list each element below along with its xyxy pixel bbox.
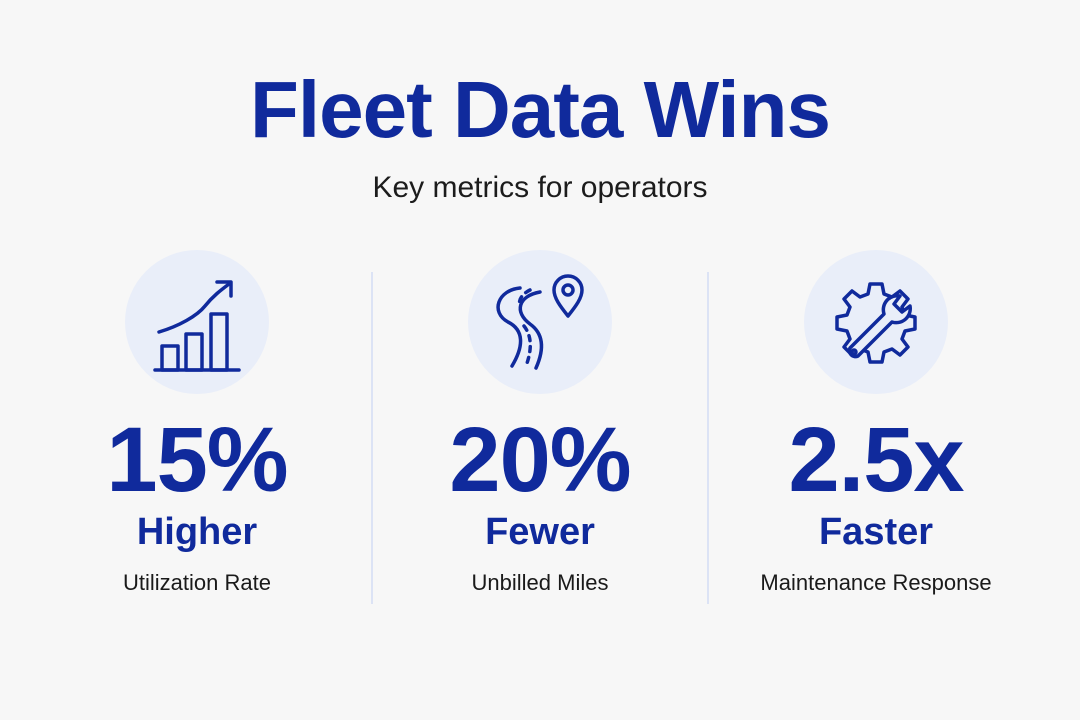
column-divider-1: [371, 272, 373, 604]
metric-maintenance: 2.5x Faster Maintenance Response: [711, 250, 1041, 610]
metric-label: Unbilled Miles: [471, 570, 609, 595]
growth-chart-icon: [153, 280, 241, 372]
metric-value: 2.5x: [788, 409, 964, 511]
icon-circle: [125, 250, 269, 394]
column-divider-2: [707, 272, 709, 604]
page-subtitle: Key metrics for operators: [372, 171, 708, 204]
metric-label: Maintenance Response: [760, 570, 992, 595]
metric-unbilled-miles: 20% Fewer Unbilled Miles: [375, 250, 705, 610]
page-title: Fleet Data Wins: [250, 65, 831, 154]
metric-value: 15%: [106, 409, 288, 511]
gear-wrench-icon: [835, 282, 917, 364]
metric-value: 20%: [449, 409, 631, 511]
metric-utilization: 15% Higher Utilization Rate: [32, 250, 362, 610]
metric-qualifier: Higher: [136, 511, 258, 553]
metric-qualifier: Faster: [818, 511, 934, 553]
icon-circle: [468, 250, 612, 394]
icon-circle: [804, 250, 948, 394]
metric-label: Utilization Rate: [123, 570, 271, 595]
route-pin-icon: [496, 274, 584, 370]
metric-qualifier: Fewer: [485, 511, 595, 553]
